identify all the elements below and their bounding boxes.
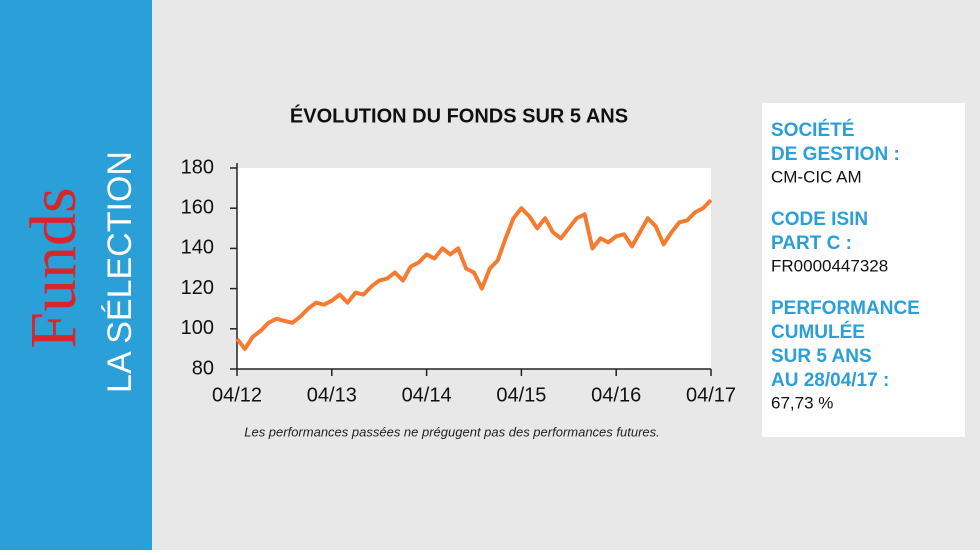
y-tick-label: 140 — [181, 237, 214, 259]
x-tick-label: 04/15 — [496, 384, 546, 406]
info-label: SUR 5 ANS — [771, 346, 872, 367]
info-value: 67,73 % — [771, 393, 833, 412]
x-tick-label: 04/14 — [402, 384, 452, 406]
info-label: CUMULÉE — [771, 321, 865, 343]
y-tick-label: 120 — [181, 277, 214, 299]
x-tick-label: 04/16 — [591, 384, 641, 406]
x-tick-label: 04/17 — [686, 384, 736, 406]
info-label: DE GESTION : — [771, 144, 900, 165]
series-line — [235, 198, 713, 351]
plot: 80 100 120 140 160 180 04/12 04/13 04/14 04/15 04/… — [181, 156, 736, 406]
info-label: AU 28/04/17 : — [771, 370, 889, 391]
info-box — [762, 103, 965, 437]
plot-area — [237, 168, 711, 369]
sidebar — [0, 0, 152, 550]
info: SOCIÉTÉ DE GESTION : CM-CIC AM CODE ISIN PAR… — [771, 119, 920, 412]
x-tick-label: 04/12 — [212, 384, 262, 406]
y-tick-label: 100 — [181, 317, 214, 339]
info-label: CODE ISIN — [771, 209, 868, 230]
y-tick-label: 180 — [181, 156, 214, 178]
brand: Funds — [17, 187, 90, 348]
info-label: PART C : — [771, 233, 852, 254]
x-tick-label: 04/13 — [307, 384, 357, 406]
info-label: SOCIÉTÉ — [771, 119, 854, 141]
sidebar-subtitle: LA SÉLECTION — [101, 151, 139, 393]
y-tick-label: 80 — [192, 357, 214, 379]
y-tick-label: 160 — [181, 196, 214, 218]
info-value: CM-CIC AM — [771, 167, 862, 186]
info-value: FR0000447328 — [771, 256, 888, 275]
chart-title: ÉVOLUTION DU FONDS SUR 5 ANS — [290, 104, 628, 127]
info-label: PERFORMANCE — [771, 298, 920, 319]
chart-note: Les performances passées ne prégugent pa… — [244, 424, 660, 439]
